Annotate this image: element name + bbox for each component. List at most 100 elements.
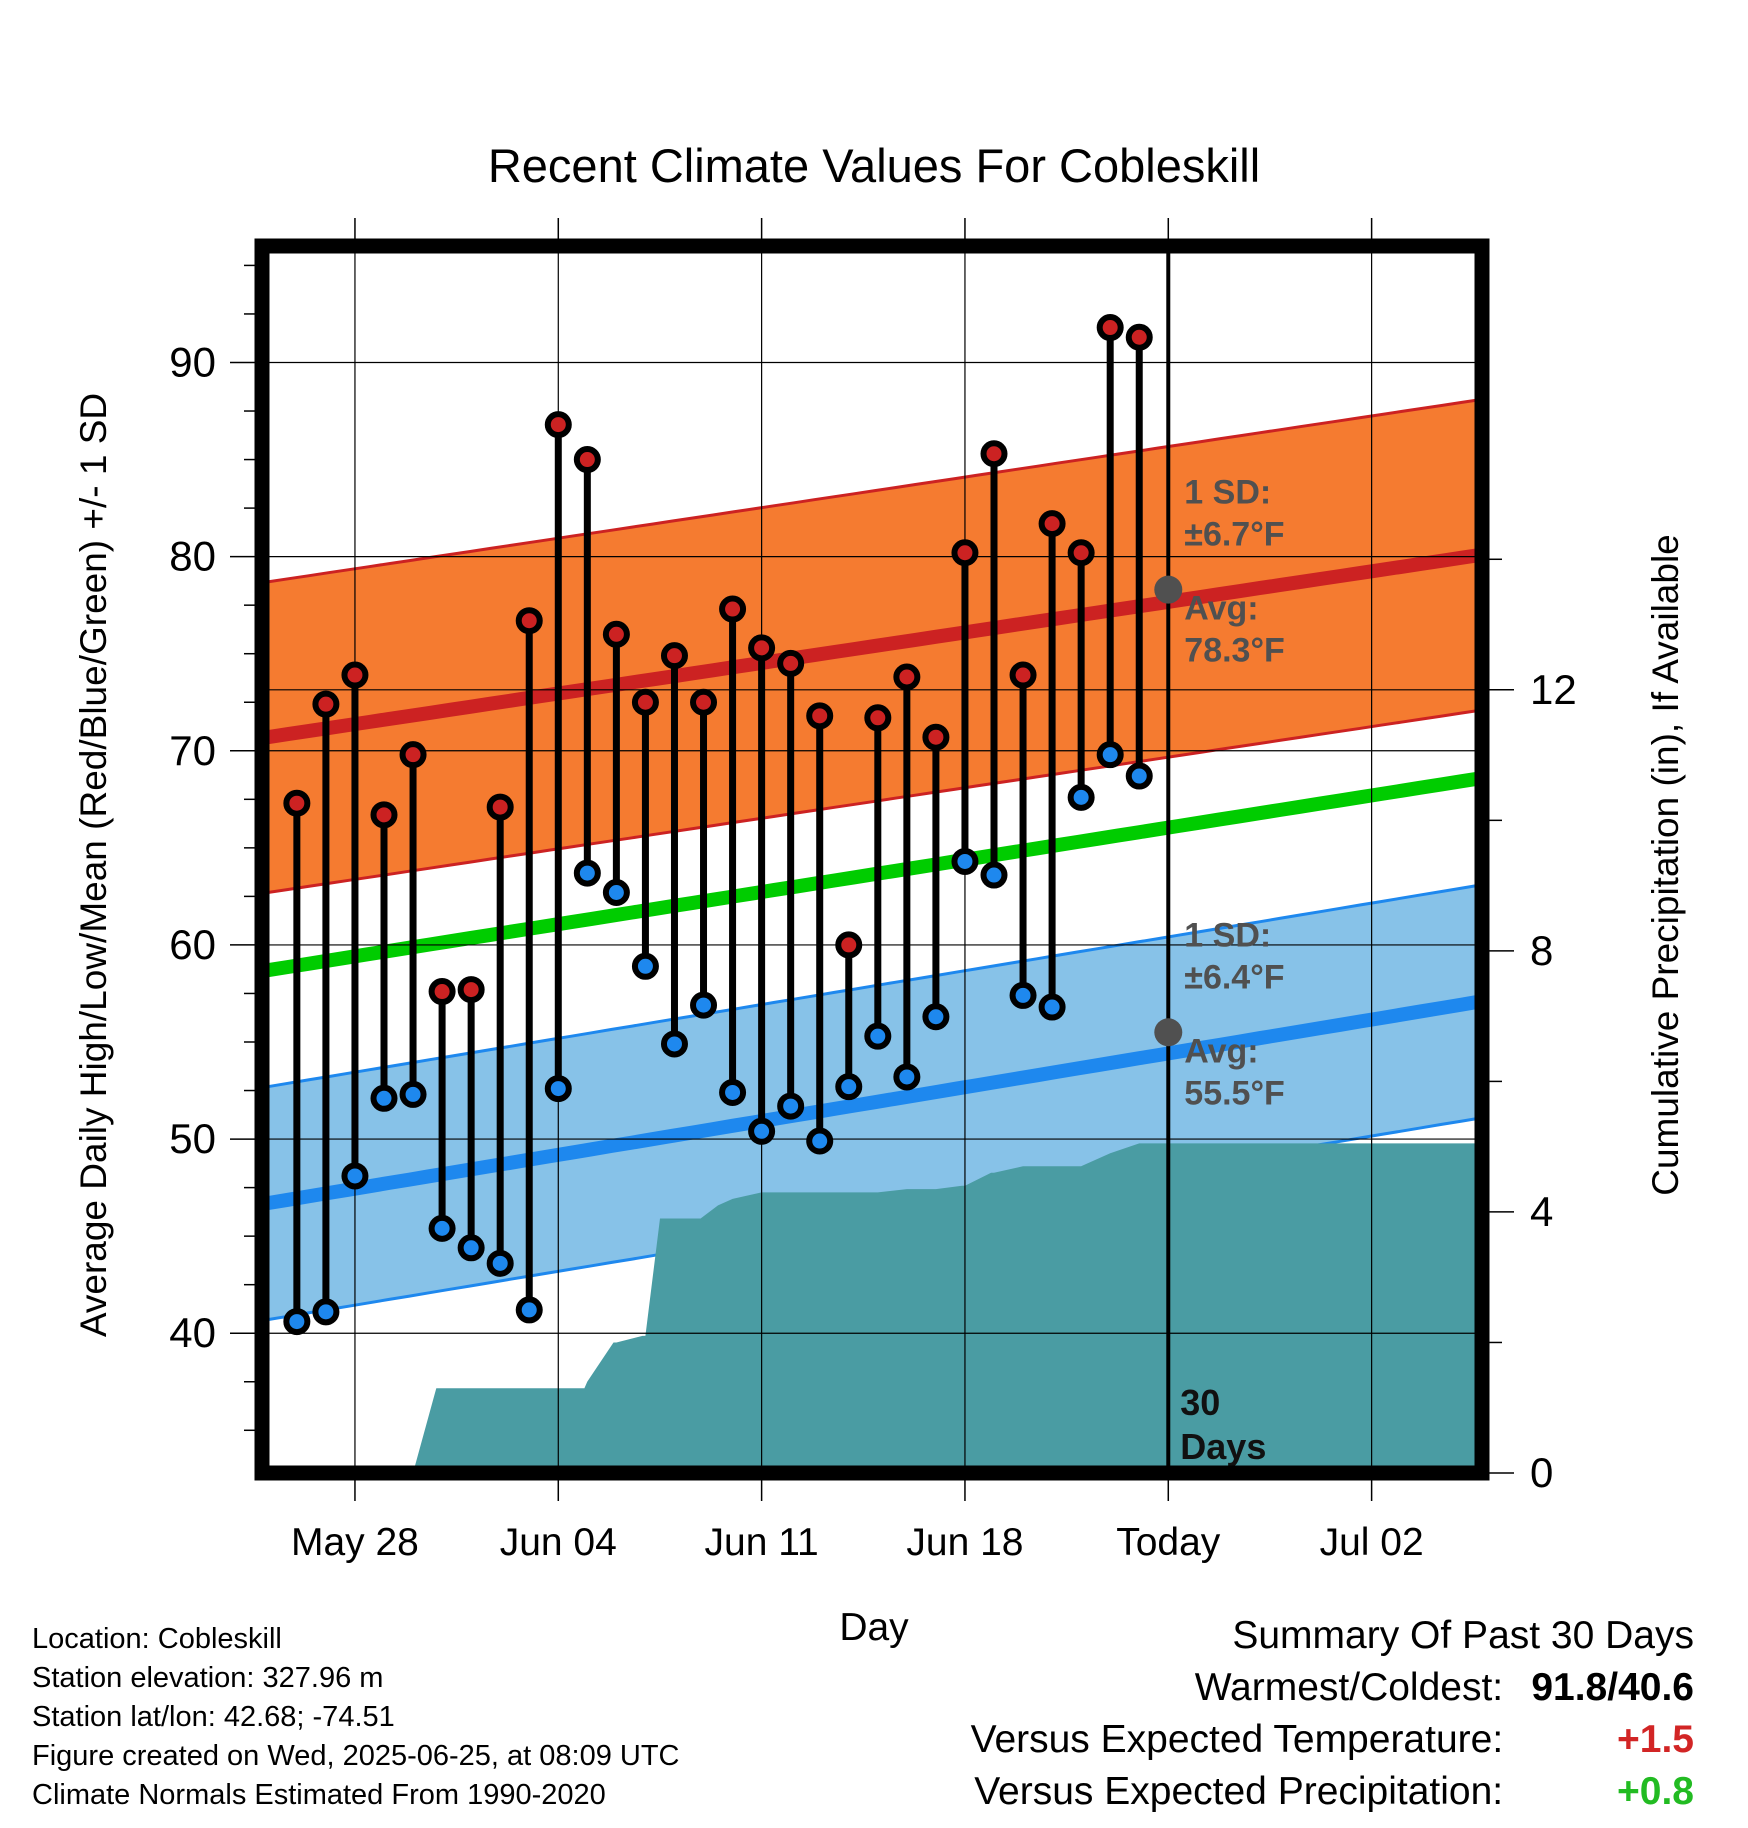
- daily-high-point: [544, 411, 572, 439]
- x-axis-label: Day: [839, 1606, 909, 1649]
- summary-precip: Versus Expected Precipitation: +0.8: [971, 1766, 1694, 1818]
- plot-frame: [254, 238, 1490, 1481]
- daily-low-point: [980, 861, 1008, 889]
- temp-label: Versus Expected Temperature:: [970, 1718, 1504, 1761]
- daily-high-point: [690, 688, 718, 716]
- today-days-label-number: 30: [1180, 1382, 1220, 1423]
- daily-low-point: [748, 1117, 776, 1145]
- daily-high-point: [893, 663, 921, 691]
- today-days-label-word: Days: [1180, 1426, 1266, 1467]
- high-sd-label: 1 SD:: [1184, 474, 1271, 512]
- daily-low-point: [370, 1084, 398, 1112]
- created-text: Figure created on Wed, 2025-06-25, at 08…: [32, 1740, 680, 1772]
- daily-low-point: [515, 1296, 543, 1324]
- daily-high-point: [602, 620, 630, 648]
- high-sd-value: ±6.7°F: [1184, 516, 1284, 554]
- daily-low-point: [457, 1234, 485, 1262]
- daily-low-point: [312, 1298, 340, 1326]
- summary-warm-cold: Warmest/Coldest: 91.8/40.6: [971, 1662, 1694, 1714]
- daily-low-point: [428, 1214, 456, 1242]
- daily-high-point: [835, 931, 863, 959]
- daily-high-point: [486, 793, 514, 821]
- y-tick-label: 70: [169, 727, 216, 774]
- daily-high-point: [777, 649, 805, 677]
- daily-high-point: [719, 595, 747, 623]
- daily-high-point: [631, 688, 659, 716]
- y-tick-label: 40: [169, 1309, 216, 1356]
- daily-high-point: [864, 704, 892, 732]
- daily-high-point: [951, 539, 979, 567]
- daily-low-point: [486, 1249, 514, 1277]
- daily-low-point: [602, 879, 630, 907]
- chart-title: Recent Climate Values For Cobleskill: [488, 139, 1260, 192]
- y2-tick-label: 8: [1530, 927, 1553, 974]
- daily-low-point: [660, 1030, 688, 1058]
- daily-high-point: [399, 741, 427, 769]
- daily-high-point: [1096, 314, 1124, 342]
- daily-high-point: [428, 978, 456, 1006]
- daily-low-point: [893, 1063, 921, 1091]
- plot-inner: 1 SD: ±6.7°F Avg: 78.3°F 1 SD: ±6.4°F Avg: 55.5…: [262, 246, 1482, 1473]
- high-avg-label: Avg:: [1184, 590, 1258, 628]
- low-sd-value: ±6.4°F: [1184, 958, 1284, 996]
- location-text: Location: Cobleskill: [32, 1623, 282, 1655]
- daily-high-point: [980, 440, 1008, 468]
- summary-temp: Versus Expected Temperature: +1.5: [971, 1714, 1694, 1766]
- y-tick-label: 80: [169, 533, 216, 580]
- station-info: Location: Cobleskill Station elevation: …: [32, 1620, 680, 1815]
- y2-tick-label: 12: [1530, 666, 1577, 713]
- daily-low-point: [573, 859, 601, 887]
- x-tick-label: May 28: [291, 1521, 419, 1564]
- daily-low-point: [399, 1080, 427, 1108]
- daily-low-point: [719, 1078, 747, 1106]
- latlon-text: Station lat/lon: 42.68; -74.51: [32, 1701, 395, 1733]
- daily-low-point: [283, 1308, 311, 1336]
- x-tick-label: Jun 11: [705, 1521, 819, 1564]
- plot-area: 1 SD: ±6.7°F Avg: 78.3°F 1 SD: ±6.4°F Avg: 55.5…: [169, 218, 1577, 1564]
- daily-low-point: [864, 1022, 892, 1050]
- daily-high-point: [922, 723, 950, 751]
- y-tick-label: 90: [169, 338, 216, 385]
- daily-high-point: [515, 607, 543, 635]
- daily-low-point: [1096, 741, 1124, 769]
- daily-high-point: [341, 661, 369, 689]
- daily-low-point: [631, 952, 659, 980]
- daily-high-point: [660, 642, 688, 670]
- daily-low-point: [951, 847, 979, 875]
- daily-low-point: [690, 991, 718, 1019]
- daily-low-point: [341, 1162, 369, 1190]
- precip-value: +0.8: [1617, 1770, 1694, 1813]
- daily-high-point: [457, 976, 485, 1004]
- warm-cold-label: Warmest/Coldest:: [1194, 1666, 1504, 1709]
- high-sd-upper-line: [267, 397, 1482, 584]
- low-avg-label: Avg:: [1184, 1032, 1258, 1070]
- daily-low-point: [835, 1073, 863, 1101]
- daily-low-point: [922, 1003, 950, 1031]
- daily-high-point: [573, 446, 601, 474]
- daily-low-point: [777, 1092, 805, 1120]
- daily-high-point: [1038, 510, 1066, 538]
- daily-low-point: [1038, 993, 1066, 1021]
- high-avg-value: 78.3°F: [1184, 632, 1285, 670]
- x-tick-label: Jul 02: [1320, 1521, 1424, 1564]
- elevation-text: Station elevation: 327.96 m: [32, 1662, 384, 1694]
- precip-label: Versus Expected Precipitation:: [974, 1770, 1504, 1813]
- y2-axis-label: Cumulative Precipitation (in), If Availa…: [1645, 534, 1686, 1196]
- daily-high-point: [370, 801, 398, 829]
- daily-low-point: [1009, 981, 1037, 1009]
- x-tick-label: Jun 18: [906, 1521, 1023, 1564]
- daily-low-point: [1067, 783, 1095, 811]
- daily-high-point: [1009, 661, 1037, 689]
- y-tick-label: 60: [169, 921, 216, 968]
- daily-high-point: [1067, 539, 1095, 567]
- daily-high-point: [312, 690, 340, 718]
- y-axis-label: Average Daily High/Low/Mean (Red/Blue/Gr…: [73, 393, 114, 1337]
- warm-cold-value: 91.8/40.6: [1531, 1666, 1694, 1709]
- daily-high-point: [1125, 323, 1153, 351]
- low-sd-label: 1 SD:: [1184, 916, 1271, 954]
- y2-tick-label: 4: [1530, 1188, 1553, 1235]
- today-normal-low-point: [1154, 1018, 1183, 1047]
- x-tick-label: Today: [1116, 1521, 1221, 1564]
- daily-high-point: [748, 634, 776, 662]
